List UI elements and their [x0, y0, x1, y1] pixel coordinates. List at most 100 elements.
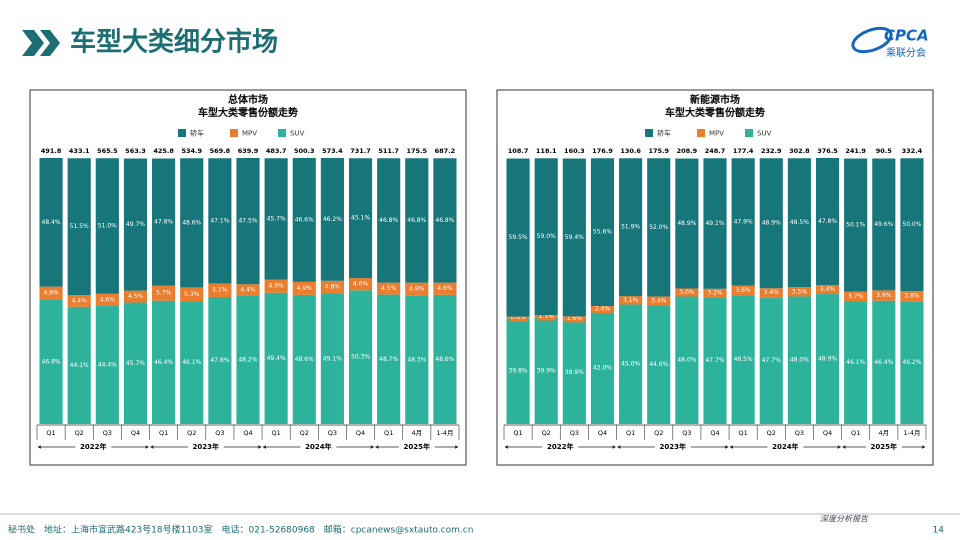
label-bg — [621, 296, 640, 305]
value-label: 46.6% — [295, 216, 314, 223]
chart-title: 新能源市场 — [690, 93, 740, 106]
value-label: 48.2% — [238, 356, 257, 363]
value-label: 42.0% — [593, 365, 612, 372]
value-label: 1.6% — [567, 315, 583, 322]
label-bg — [762, 288, 781, 297]
bar-segment — [208, 283, 232, 297]
x-tick-label: Q4 — [243, 429, 252, 437]
legend-swatch — [278, 129, 286, 137]
bar-segment — [562, 158, 586, 317]
bar-segment — [320, 293, 344, 424]
value-label: 48.7% — [379, 356, 398, 363]
value-label: 49.7% — [126, 221, 145, 228]
value-label: 45.0% — [621, 361, 640, 368]
value-label: 46.8% — [407, 217, 426, 224]
total-label: 483.7 — [266, 147, 287, 155]
value-label: 4.6% — [437, 285, 453, 292]
value-label: 0.6% — [510, 314, 526, 321]
value-label: 47.7% — [705, 357, 724, 364]
value-label: 3.1% — [623, 297, 639, 304]
bar-segment — [320, 158, 344, 281]
bar-segment — [123, 290, 148, 303]
value-label: 4.9% — [409, 286, 425, 293]
bar-segment — [731, 295, 755, 424]
chart-subtitle: 车型大类零售份额走势 — [198, 106, 298, 119]
value-label: 48.6% — [182, 219, 201, 226]
bar-segment — [95, 306, 119, 424]
x-tick-label: Q4 — [823, 429, 832, 437]
value-label: 52.0% — [649, 224, 668, 231]
x-tick-label: Q1 — [739, 429, 748, 437]
value-label: 47.8% — [818, 218, 837, 225]
label-bg — [593, 305, 612, 314]
total-label: 232.9 — [761, 147, 782, 155]
value-label: 46.4% — [874, 359, 893, 366]
bar-segment — [292, 294, 316, 424]
bar-segment — [433, 294, 457, 424]
bar-segment — [731, 158, 755, 286]
bar-segment — [95, 158, 119, 294]
value-label: 55.6% — [593, 229, 612, 236]
footer-address: 秘书处 地址：上海市宣武路423号18号楼1103室 电话：021-526809… — [8, 524, 473, 536]
label-bg — [706, 288, 724, 297]
total-label: 90.5 — [876, 147, 893, 155]
total-label: 241.9 — [845, 147, 866, 155]
bar-segment — [815, 158, 840, 286]
value-label: 4.9% — [43, 290, 59, 297]
legend-label: SUV — [290, 130, 305, 138]
value-label: 4.4% — [72, 297, 88, 304]
bar-segment — [759, 158, 783, 289]
value-label: 59.4% — [565, 234, 584, 241]
total-label: 573.4 — [322, 147, 343, 155]
value-label: 48.0% — [790, 357, 809, 364]
bar-segment — [236, 295, 260, 424]
chart-title: 总体市场 — [228, 93, 268, 106]
legend-label: 轿车 — [657, 129, 671, 138]
bar-segment — [67, 306, 91, 424]
value-label: 47.8% — [154, 219, 173, 226]
value-label: 4.5% — [381, 285, 397, 292]
x-tick-label: Q3 — [215, 429, 224, 437]
value-label: 4.9% — [297, 285, 313, 292]
legend-swatch — [645, 129, 653, 137]
x-tick-label: Q2 — [542, 429, 551, 437]
x-tick-label: Q2 — [300, 429, 309, 437]
group-label: 2022年 — [80, 442, 106, 451]
value-label: 39.9% — [537, 367, 556, 374]
bar-segment — [703, 297, 727, 424]
total-label: 160.3 — [564, 147, 585, 155]
total-label: 687.2 — [435, 147, 456, 155]
total-label: 639.9 — [238, 147, 259, 155]
bar-segment — [506, 318, 530, 424]
x-tick-label: Q2 — [75, 429, 84, 437]
x-tick-label: Q4 — [356, 429, 365, 437]
value-label: 47.1% — [210, 217, 229, 224]
value-label: 46.2% — [323, 216, 342, 223]
total-label: 176.9 — [592, 147, 613, 155]
total-label: 175.9 — [648, 147, 669, 155]
x-tick-label: Q1 — [159, 429, 168, 437]
bar-segment — [433, 282, 457, 295]
value-label: 49.1% — [705, 220, 724, 227]
value-label: 51.0% — [98, 223, 117, 230]
bar-segment — [377, 158, 401, 283]
bar-segment — [405, 295, 429, 424]
value-label: 1.1% — [539, 313, 555, 320]
value-label: 46.2% — [902, 359, 921, 366]
bar-segment — [900, 291, 924, 302]
value-label: 45.7% — [267, 215, 286, 222]
value-label: 4.6% — [353, 281, 369, 288]
bar-segment — [405, 158, 429, 283]
label-bg — [565, 314, 584, 323]
x-tick-label: Q1 — [272, 429, 281, 437]
bar-segment — [647, 305, 671, 424]
total-label: 500.3 — [294, 147, 315, 155]
bar-segment — [264, 158, 288, 280]
bar-segment — [236, 158, 260, 285]
bar-segment — [619, 304, 643, 424]
bar-segment — [67, 158, 91, 296]
bar-segment — [208, 296, 232, 424]
value-label: 46.8% — [435, 217, 454, 224]
